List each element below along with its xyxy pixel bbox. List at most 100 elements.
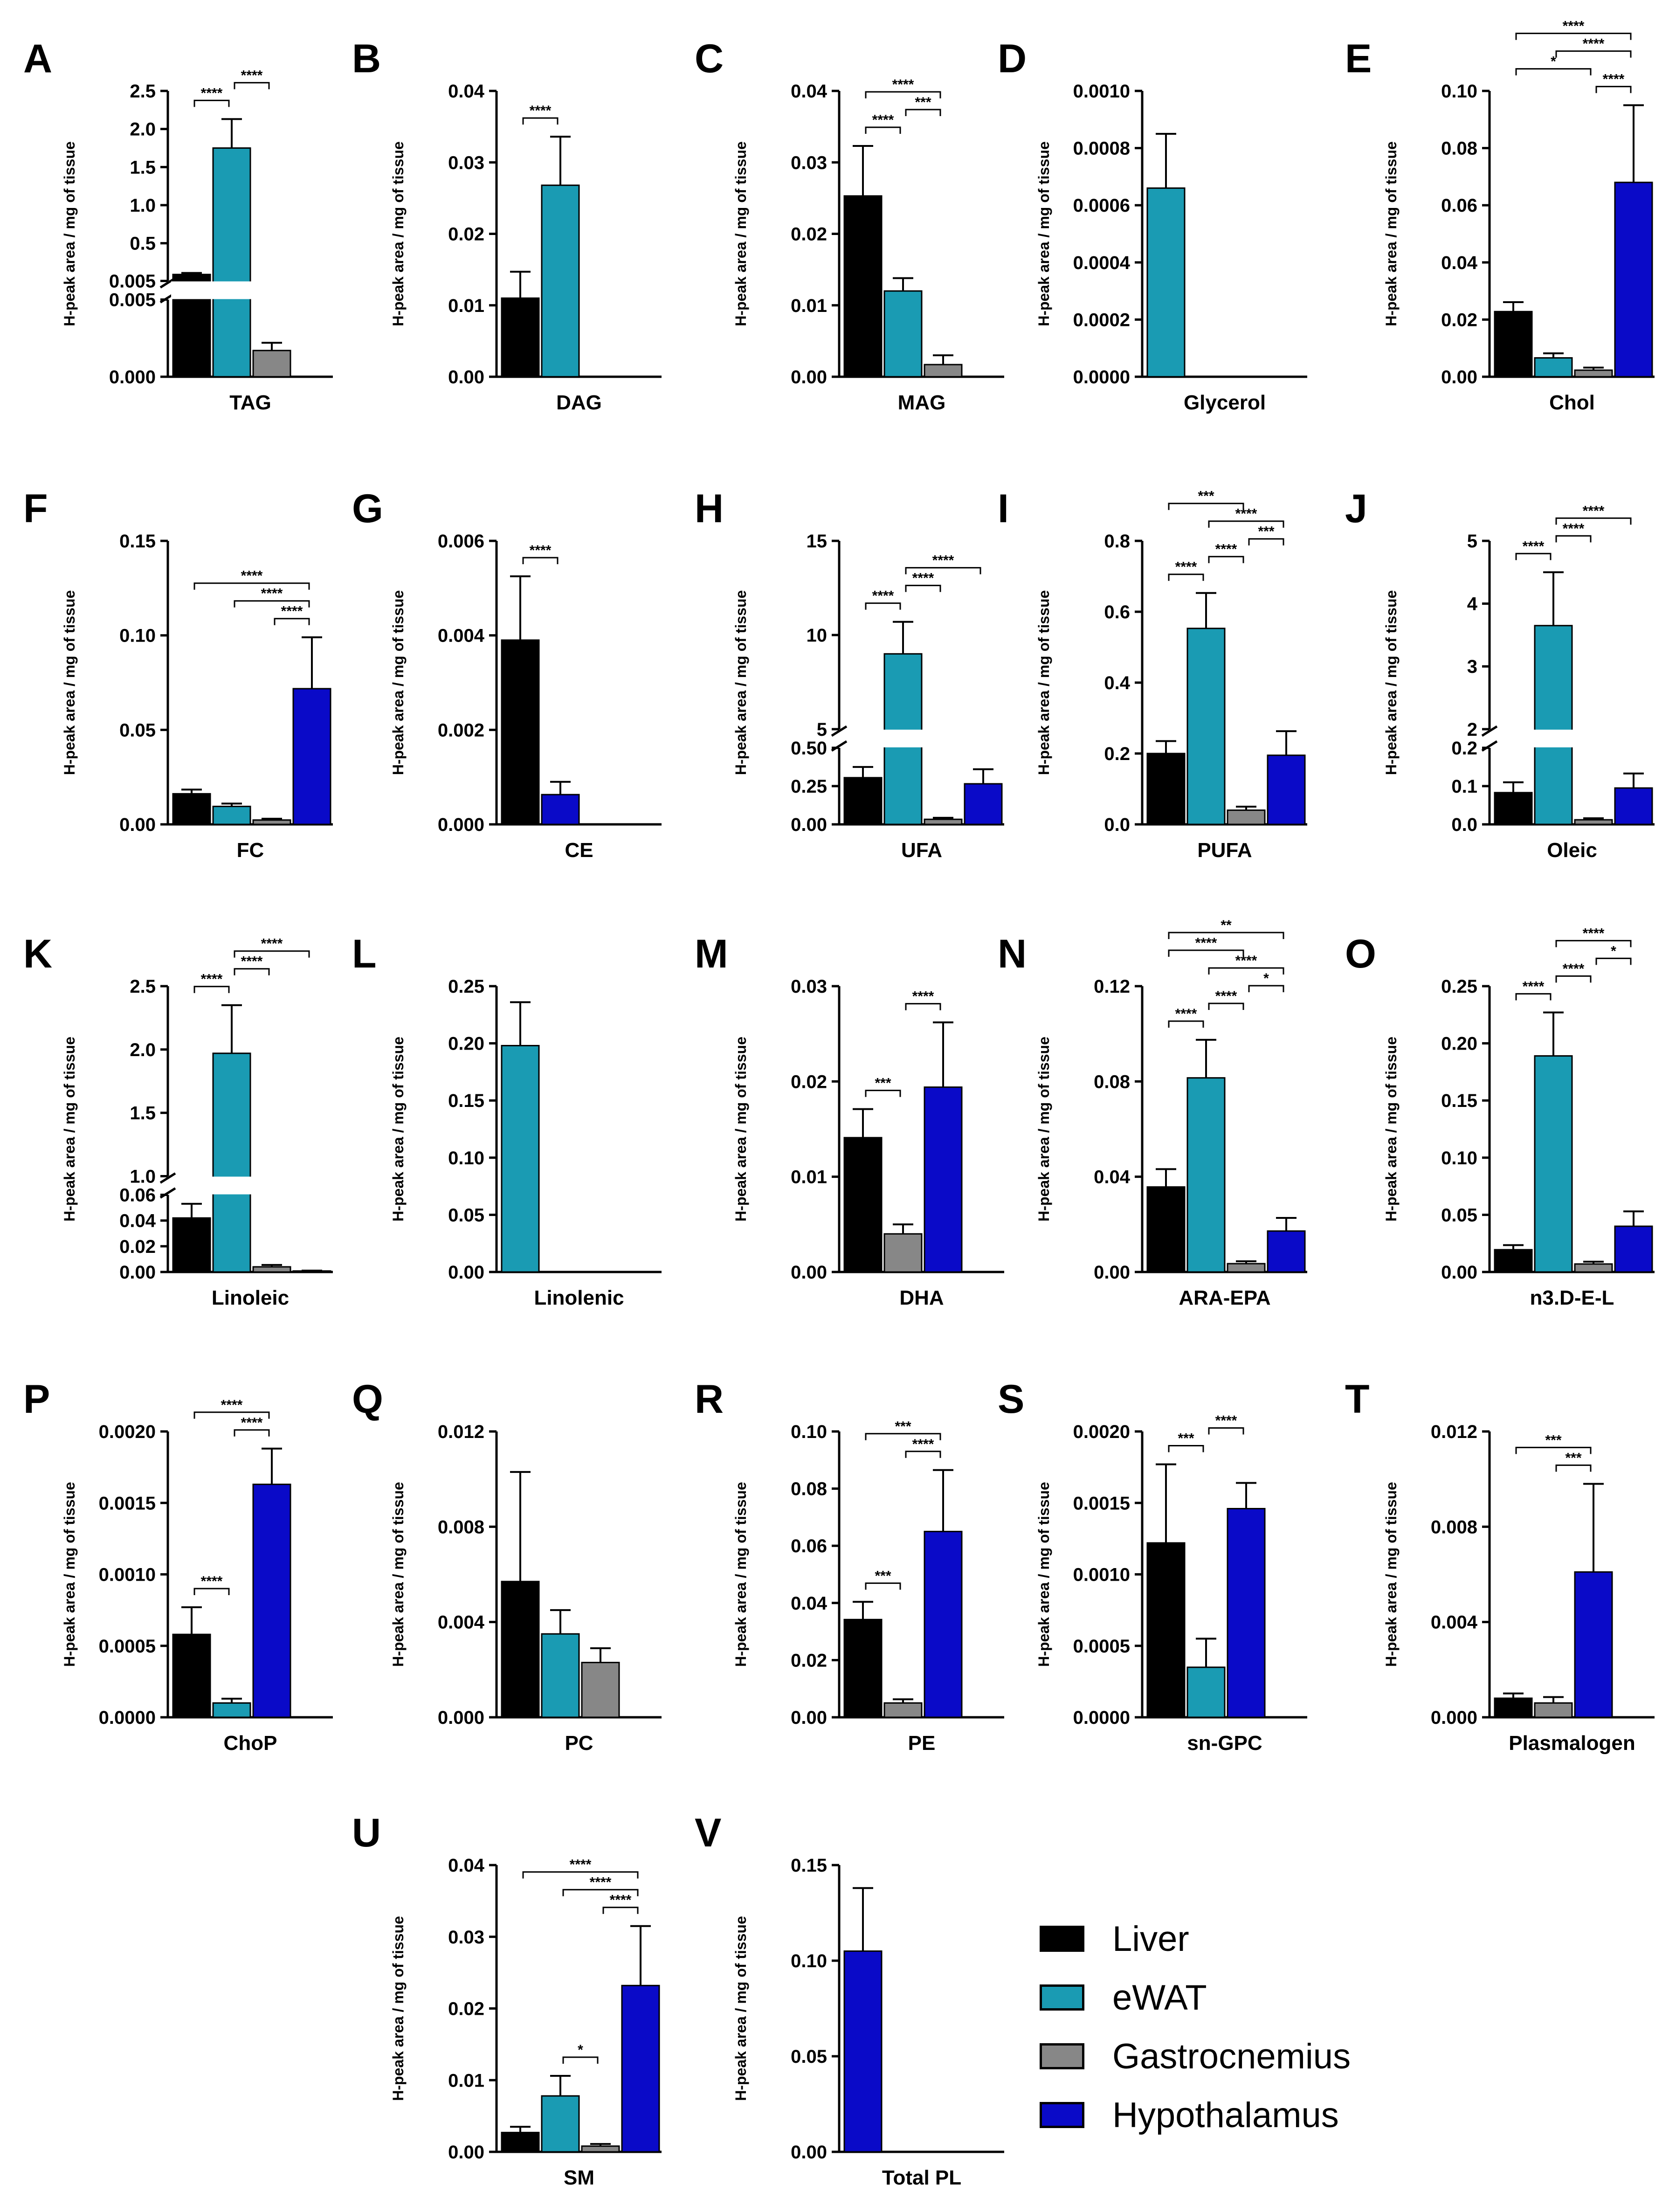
bar-F-Gastrocnemius: [252, 819, 291, 825]
significance-bracket-U: [562, 1889, 639, 1896]
bar-T-Gastrocnemius: [1534, 1702, 1573, 1718]
significance-bracket-H: [905, 567, 981, 574]
panel-I: I 0.0 0.2 0.4 0.6 0.8 H-peak area / mg of tiss…: [998, 486, 1307, 862]
y-tick-label-M: 0.02: [791, 1071, 827, 1092]
bar-H-Hypothalamus: [964, 783, 1003, 825]
panel-letter-K: K: [23, 932, 52, 976]
significance-bracket-J: [1555, 535, 1592, 543]
y-tick-label-L: 0.00: [448, 1262, 484, 1283]
y-tick-label-U: 0.02: [448, 1999, 484, 2019]
axis-break-mark-J: [1481, 740, 1498, 752]
bar-O-eWAT: [1534, 1055, 1573, 1273]
y-tick-label-D: 0.0004: [1073, 253, 1131, 273]
bar-G-Hypothalamus: [541, 794, 580, 825]
y-tick-label-S: 0.0000: [1073, 1707, 1130, 1728]
significance-label-E: ****: [1603, 72, 1625, 87]
bar-I-eWAT: [1186, 628, 1226, 825]
panel-S: S 0.0000 0.0005 0.0010 0.0015 0.0020 H-peak ar…: [998, 1377, 1307, 1755]
x-axis-label-I: PUFA: [1197, 839, 1252, 862]
bar-P-Hypothalamus: [252, 1483, 291, 1718]
significance-bracket-P: [234, 1429, 270, 1437]
x-axis-label-V: Total PL: [882, 2166, 961, 2189]
y-tick-label-B: 0.01: [448, 296, 484, 316]
x-axis-label-Q: PC: [565, 1732, 593, 1755]
y-tick-label-G: 0.004: [438, 626, 485, 646]
y-tick-label-V: 0.00: [791, 2142, 827, 2163]
y-axis-label-K: H-peak area / mg of tissue: [61, 1037, 78, 1222]
bar-M-Gastrocnemius: [883, 1233, 923, 1273]
significance-label-H: ****: [932, 553, 954, 568]
x-axis-label-E: Chol: [1549, 391, 1595, 414]
y-axis-label-C: H-peak area / mg of tissue: [732, 141, 749, 326]
significance-bracket-H: [865, 602, 901, 610]
significance-bracket-E: [1515, 33, 1632, 40]
y-tick-label-P: 0.0015: [99, 1493, 156, 1514]
bar-P-eWAT: [212, 1702, 251, 1718]
y-tick-label-C: 0.03: [791, 152, 827, 173]
panel-R: R 0.00 0.02 0.04 0.06 0.08 0.10 H-peak area / m…: [695, 1377, 1004, 1755]
y-tick-label-P: 0.0010: [99, 1565, 156, 1585]
y-tick-label-L: 0.25: [448, 976, 484, 997]
x-axis-label-A: TAG: [229, 391, 271, 414]
bar-O-Liver: [1494, 1249, 1533, 1273]
significance-label-E: ****: [1563, 19, 1585, 34]
significance-bracket-F: [193, 582, 310, 590]
x-axis-label-J: Oleic: [1547, 839, 1597, 862]
y-tick-label-F: 0.00: [119, 815, 156, 835]
bar-E-Gastrocnemius: [1574, 369, 1613, 378]
y-tick-label-K: 1.0: [130, 1166, 156, 1187]
y-tick-label-A: 0.005: [109, 290, 156, 310]
panel-letter-P: P: [23, 1377, 50, 1422]
significance-label-T: ***: [1565, 1450, 1581, 1465]
y-axis-label-H: H-peak area / mg of tissue: [732, 590, 749, 775]
significance-bracket-B: [522, 117, 559, 125]
significance-bracket-T: [1515, 1446, 1592, 1454]
y-tick-label-P: 0.0005: [99, 1636, 156, 1657]
significance-label-N: ****: [1235, 953, 1257, 968]
bar-J-Hypothalamus: [1614, 787, 1653, 825]
bar-O-Hypothalamus: [1614, 1225, 1653, 1273]
panel-U: U 0.00 0.01 0.02 0.03 0.04 H-peak area / mg of…: [352, 1811, 662, 2189]
y-tick-label-E: 0.00: [1441, 367, 1477, 387]
bar-break-gap-K: [211, 1176, 252, 1195]
bar-F-Hypothalamus: [292, 688, 331, 825]
significance-bracket-N: [1168, 1020, 1204, 1028]
bar-H-Gastrocnemius: [924, 818, 963, 825]
significance-label-K: ****: [241, 954, 263, 969]
significance-bracket-N: [1208, 967, 1284, 975]
y-tick-label-V: 0.10: [791, 1951, 827, 1971]
panel-Q: Q 0.000 0.004 0.008 0.012 H-peak area / mg of…: [352, 1377, 662, 1755]
axis-break-mark-H: [831, 725, 848, 737]
significance-label-J: ****: [1523, 539, 1545, 554]
legend-swatch-hypothalamus: [1040, 2102, 1084, 2128]
significance-label-B: ****: [530, 103, 552, 118]
bar-T-Hypothalamus: [1574, 1571, 1613, 1718]
significance-bracket-R: [905, 1451, 941, 1458]
bar-U-eWAT: [541, 2095, 580, 2153]
bar-N-Hypothalamus: [1267, 1230, 1306, 1273]
y-tick-label-B: 0.00: [448, 367, 484, 387]
y-tick-label-G: 0.000: [438, 815, 484, 835]
axis-break-mark-K: [159, 1187, 176, 1199]
y-tick-label-Q: 0.000: [438, 1707, 484, 1728]
bar-F-Liver: [172, 793, 211, 825]
y-tick-label-A: 0.000: [109, 367, 156, 387]
panel-letter-Q: Q: [352, 1377, 383, 1422]
significance-label-I: ***: [1198, 489, 1214, 504]
y-tick-label-J: 3: [1467, 657, 1477, 677]
panel-letter-S: S: [998, 1377, 1024, 1422]
significance-label-I: ****: [1235, 506, 1257, 522]
y-tick-label-E: 0.04: [1441, 253, 1478, 273]
significance-label-I: ****: [1215, 542, 1237, 557]
significance-bracket-U: [602, 1907, 639, 1914]
significance-label-T: ***: [1545, 1432, 1561, 1448]
significance-bracket-N: [1168, 932, 1284, 939]
bar-Q-Gastrocnemius: [581, 1662, 620, 1718]
significance-label-N: **: [1221, 918, 1232, 933]
y-tick-label-O: 0.20: [1441, 1034, 1477, 1054]
bar-M-Hypothalamus: [924, 1086, 963, 1273]
panel-letter-J: J: [1345, 486, 1367, 531]
bar-C-eWAT: [883, 290, 923, 378]
y-tick-label-E: 0.06: [1441, 195, 1477, 216]
